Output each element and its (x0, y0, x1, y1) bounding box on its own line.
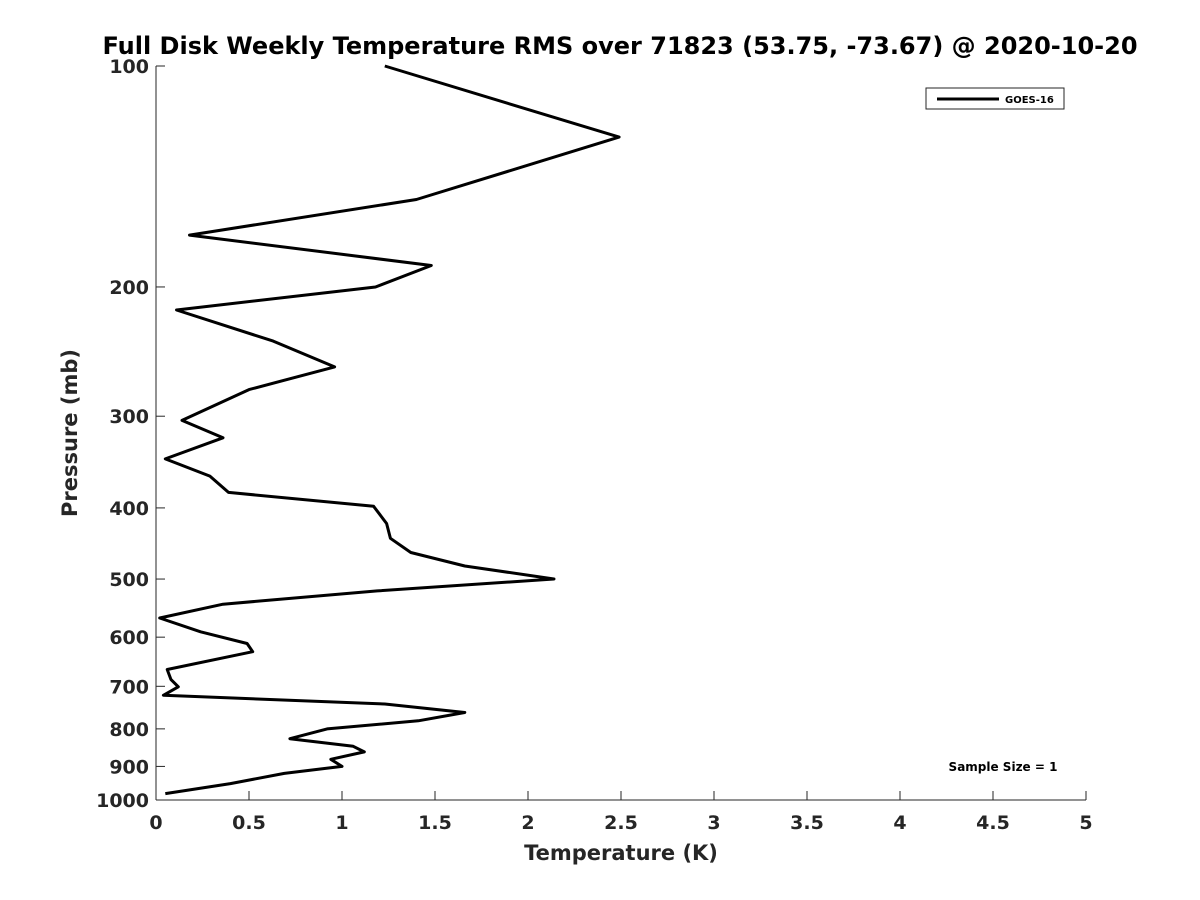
x-tick-label: 1.5 (418, 812, 452, 834)
y-tick-label: 100 (109, 56, 149, 78)
x-tick-label: 0.5 (232, 812, 266, 834)
x-tick-label: 0 (149, 812, 162, 834)
x-axis-label: Temperature (K) (524, 841, 718, 865)
legend-label-goes-16: GOES-16 (1005, 95, 1054, 106)
y-tick-label: 300 (109, 406, 149, 428)
y-tick-label: 700 (109, 676, 149, 698)
chart-title: Full Disk Weekly Temperature RMS over 71… (102, 32, 1137, 60)
x-tick-label: 2 (521, 812, 534, 834)
y-tick-label: 200 (109, 277, 149, 299)
y-ticks: 100 200 300 400 500 600 700 800 900 1000 (96, 56, 165, 812)
x-tick-label: 1 (335, 812, 348, 834)
plot-area (155, 66, 1086, 801)
sample-size-annotation: Sample Size = 1 (949, 760, 1058, 774)
y-tick-label: 800 (109, 719, 149, 741)
y-tick-label: 1000 (96, 790, 149, 812)
y-axis-label: Pressure (mb) (58, 349, 82, 517)
x-tick-label: 4 (893, 812, 906, 834)
x-tick-label: 5 (1079, 812, 1092, 834)
x-tick-label: 2.5 (604, 812, 638, 834)
series-line-goes-16 (158, 64, 621, 796)
y-tick-label: 400 (109, 498, 149, 520)
y-tick-label: 900 (109, 756, 149, 778)
y-tick-label: 600 (109, 627, 149, 649)
x-ticks: 0 0.5 1 1.5 2 2.5 3 3.5 4 4.5 5 (149, 791, 1093, 834)
x-tick-label: 4.5 (976, 812, 1010, 834)
y-tick-label: 500 (109, 569, 149, 591)
x-tick-label: 3 (707, 812, 720, 834)
x-tick-label: 3.5 (790, 812, 824, 834)
legend: GOES-16 (925, 87, 1065, 110)
series-layer (158, 64, 621, 796)
